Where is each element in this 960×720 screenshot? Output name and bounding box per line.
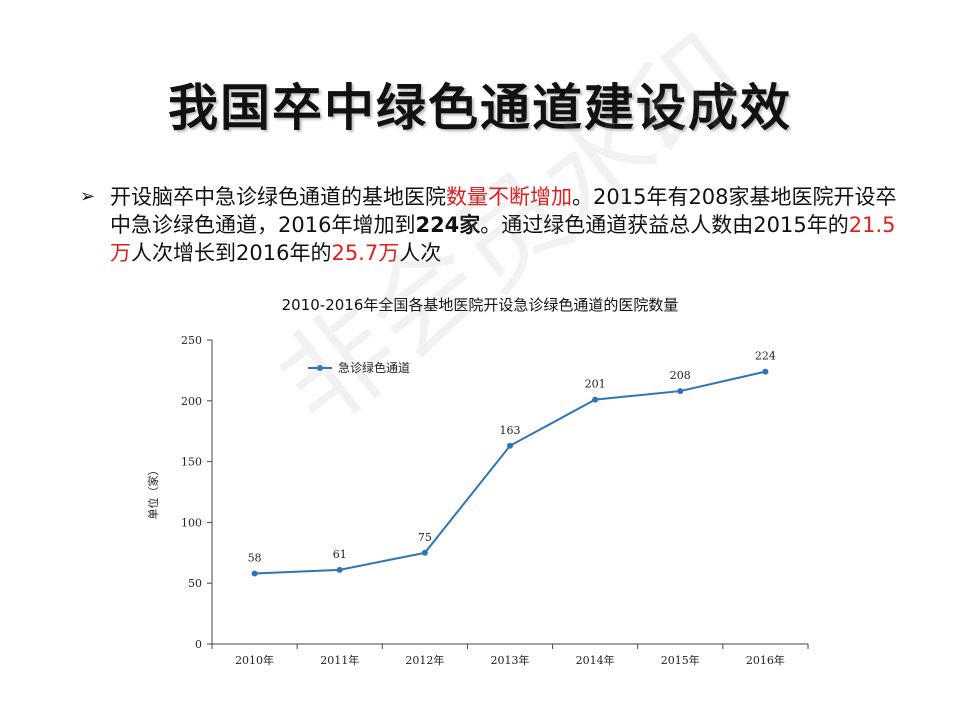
data-point-2 [421,549,428,556]
x-tick-label-3: 2013年 [491,653,530,667]
data-point-6 [762,368,769,375]
x-tick-label-6: 2016年 [746,653,785,667]
bullet-segment-3: 224家 [415,213,481,237]
data-label-6: 224 [755,350,776,363]
bullet-segment-1: 数量不断增加 [446,185,572,209]
bullet-arrow-icon: ➢ [80,186,96,207]
bullet-text: 开设脑卒中急诊绿色通道的基地医院数量不断增加。2015年有208家基地医院开设卒… [110,183,900,267]
x-tick-label-5: 2015年 [661,653,700,667]
data-label-1: 61 [333,548,347,561]
bullet-segment-8: 人次 [399,241,442,265]
bullet-segment-4: 。通过绿色通道获益总人数由2015年的 [480,213,849,237]
y-axis-label: 单位（家） [146,465,160,520]
legend-marker [317,365,323,371]
data-label-4: 201 [585,378,606,391]
y-tick-label-0: 0 [195,638,202,651]
y-tick-label-1: 50 [188,577,202,590]
data-point-4 [592,396,599,403]
slide-title: 我国卒中绿色通道建设成效 [168,78,792,137]
data-label-3: 163 [500,424,521,437]
bullet-segment-7: 25.7万 [331,241,400,265]
data-label-2: 75 [418,531,432,544]
y-tick-label-3: 150 [181,456,202,469]
data-point-0 [251,570,258,577]
x-tick-label-2: 2012年 [405,653,444,667]
data-label-5: 208 [670,369,691,382]
y-tick-label-4: 200 [181,395,202,408]
y-tick-label-2: 100 [181,516,202,529]
y-tick-label-5: 250 [181,334,202,347]
bullet-segment-0: 开设脑卒中急诊绿色通道的基地医院 [110,185,446,209]
x-tick-label-4: 2014年 [576,653,615,667]
legend-label: 急诊绿色通道 [338,360,410,375]
data-point-3 [507,442,513,449]
x-tick-label-1: 2011年 [320,653,359,667]
bullet-segment-5: 21.5万 [110,213,896,265]
bullet-segment-6: 人次增长到2016年的 [131,241,332,265]
bullet-paragraph: ➢ 开设脑卒中急诊绿色通道的基地医院数量不断增加。2015年有208家基地医院开… [80,183,900,267]
data-point-1 [336,566,343,573]
bullet-segment-2: 。2015年有208家基地医院开设卒中急诊绿色通道，2016年增加到 [110,185,897,237]
data-point-5 [677,388,684,395]
data-label-0: 58 [248,551,262,564]
x-tick-label-0: 2010年 [235,653,274,667]
series-line-0 [254,370,766,575]
chart-title: 2010-2016年全国各基地医院开设急诊绿色通道的医院数量 [281,296,679,314]
